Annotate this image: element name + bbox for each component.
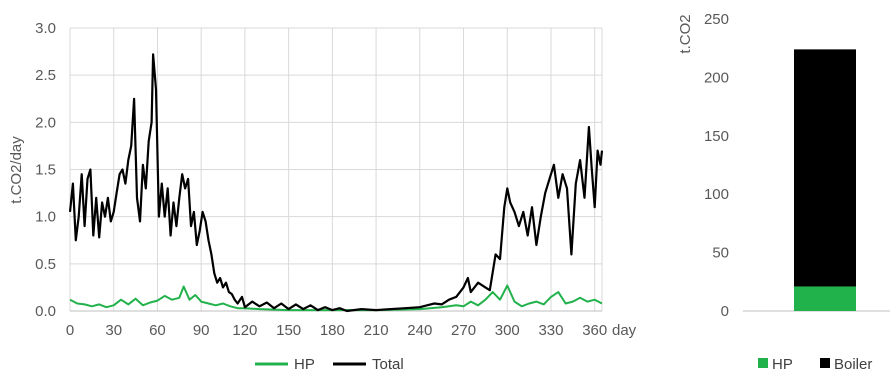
legend-hp-label: HP: [772, 356, 793, 373]
y-tick-label: 150: [704, 128, 729, 145]
bar-segment-hp: [794, 286, 856, 311]
y-tick-label: 200: [704, 69, 729, 86]
legend-hp-swatch: [758, 358, 768, 368]
x-tick-label: 240: [407, 322, 432, 339]
y-tick-label: 250: [704, 11, 729, 28]
line-chart: t.CO2/day day HP Total 0.0 0.5 1.0 1.5 2.0 2.…: [8, 20, 637, 373]
x-tick-label: 90: [193, 322, 210, 339]
legend-total-label: Total: [372, 356, 404, 373]
y-tick-label: 3.0: [35, 20, 56, 37]
y-tick-label: 0.0: [35, 303, 56, 320]
line-chart-xlabel: day: [612, 322, 637, 339]
legend-boiler-label: Boiler: [834, 356, 872, 373]
x-tick-label: 270: [451, 322, 476, 339]
legend-hp-label: HP: [294, 356, 315, 373]
series-line-total: [68, 53, 604, 313]
bar-segment-boiler: [794, 49, 856, 287]
y-tick-label: 1.0: [35, 209, 56, 226]
bar-chart-legend: HP Boiler: [758, 356, 872, 373]
y-tick-label: 100: [704, 186, 729, 203]
legend-boiler-swatch: [820, 358, 830, 368]
y-tick-label: 50: [712, 245, 729, 262]
x-tick-label: 360: [582, 322, 607, 339]
x-tick-label: 330: [538, 322, 563, 339]
line-chart-grid: [69, 27, 603, 312]
y-tick-label: 0.5: [35, 256, 56, 273]
x-tick-label: 300: [495, 322, 520, 339]
x-tick-label: 150: [276, 322, 301, 339]
x-tick-label: 0: [66, 322, 74, 339]
x-tick-label: 210: [364, 322, 389, 339]
y-tick-label: 2.5: [35, 67, 56, 84]
x-tick-label: 30: [105, 322, 122, 339]
y-tick-label: 1.5: [35, 162, 56, 179]
bar-chart-ylabel: t.CO2: [677, 14, 694, 53]
x-tick-label: 180: [320, 322, 345, 339]
y-tick-label: 0: [721, 303, 729, 320]
x-tick-label: 120: [232, 322, 257, 339]
line-chart-legend: HP Total: [255, 356, 404, 373]
line-chart-ylabel: t.CO2/day: [8, 136, 25, 204]
series-line-hp: [69, 284, 603, 312]
x-tick-label: 60: [149, 322, 166, 339]
y-tick-label: 2.0: [35, 114, 56, 131]
